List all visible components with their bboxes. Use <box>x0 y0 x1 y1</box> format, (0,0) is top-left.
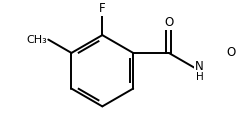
Text: F: F <box>99 2 106 15</box>
Text: O: O <box>226 46 235 59</box>
Text: N: N <box>195 60 204 73</box>
Text: O: O <box>164 16 173 29</box>
Text: CH₃: CH₃ <box>26 35 47 45</box>
Text: H: H <box>196 72 203 82</box>
